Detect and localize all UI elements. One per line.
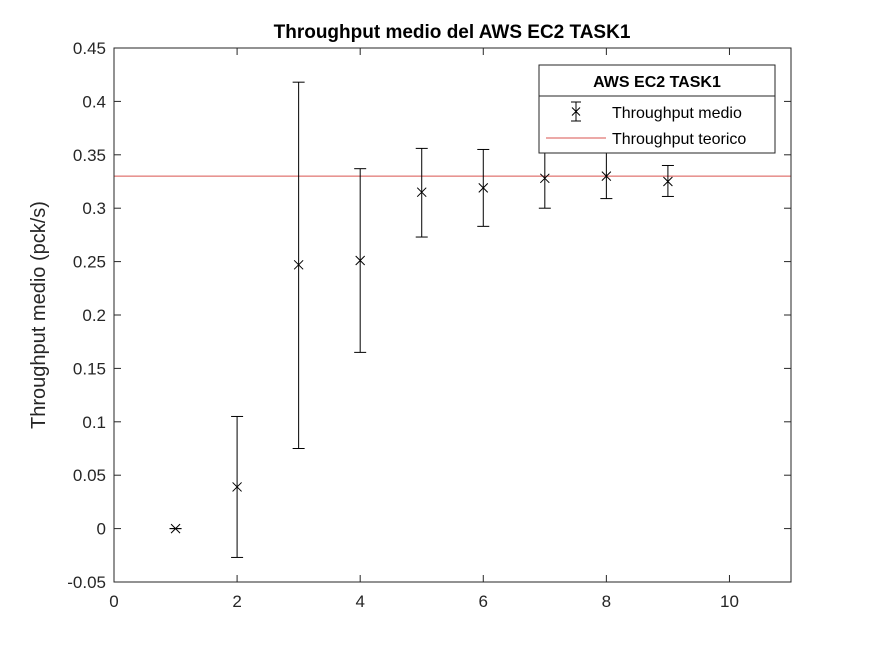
legend-label-throughput-medio: Throughput medio [612, 105, 742, 122]
data-point [232, 482, 242, 492]
legend-label-throughput-teorico: Throughput teorico [612, 131, 746, 148]
data-point [478, 183, 489, 193]
legend[interactable]: AWS EC2 TASK1 Throughput medio Throughpu… [538, 64, 776, 154]
y-tick-label: 0.1 [82, 413, 106, 432]
data-point [293, 259, 304, 270]
y-tick-label: 0.45 [73, 39, 106, 58]
x-tick-label: 2 [232, 592, 241, 611]
y-tick-label: 0.25 [73, 253, 106, 272]
x-tick-label: 10 [720, 592, 739, 611]
data-point [601, 171, 612, 182]
y-tick-label: 0.35 [73, 146, 106, 165]
legend-item-throughput-teorico: Throughput teorico [546, 131, 746, 148]
data-points [170, 171, 673, 534]
data-point [539, 173, 550, 184]
legend-x-marker-icon [571, 107, 581, 116]
legend-item-throughput-medio: Throughput medio [571, 101, 742, 122]
data-point [416, 187, 427, 198]
chart-title: Throughput medio del AWS EC2 TASK1 [274, 22, 631, 43]
axis-ticks: 0 2 4 6 8 10-0.0500.050.10.150.20.250.30.350.… [67, 39, 791, 611]
data-point [170, 523, 181, 534]
y-tick-label: 0.15 [73, 359, 106, 378]
y-tick-label: 0.4 [82, 92, 106, 111]
data-point [355, 255, 366, 266]
x-tick-label: 6 [479, 592, 488, 611]
y-tick-label: 0 [97, 520, 106, 539]
y-tick-label: 0.05 [73, 466, 106, 485]
x-tick-label: 0 [109, 592, 118, 611]
y-tick-label: 0.2 [82, 306, 106, 325]
y-tick-label: 0.3 [82, 199, 106, 218]
legend-title: AWS EC2 TASK1 [593, 74, 721, 91]
x-tick-label: 8 [602, 592, 611, 611]
y-tick-label: -0.05 [67, 573, 106, 592]
data-point [663, 176, 673, 187]
x-tick-label: 4 [355, 592, 364, 611]
y-axis-label: Throughput medio (pck/s) [28, 201, 50, 429]
plot-frame [113, 47, 792, 583]
